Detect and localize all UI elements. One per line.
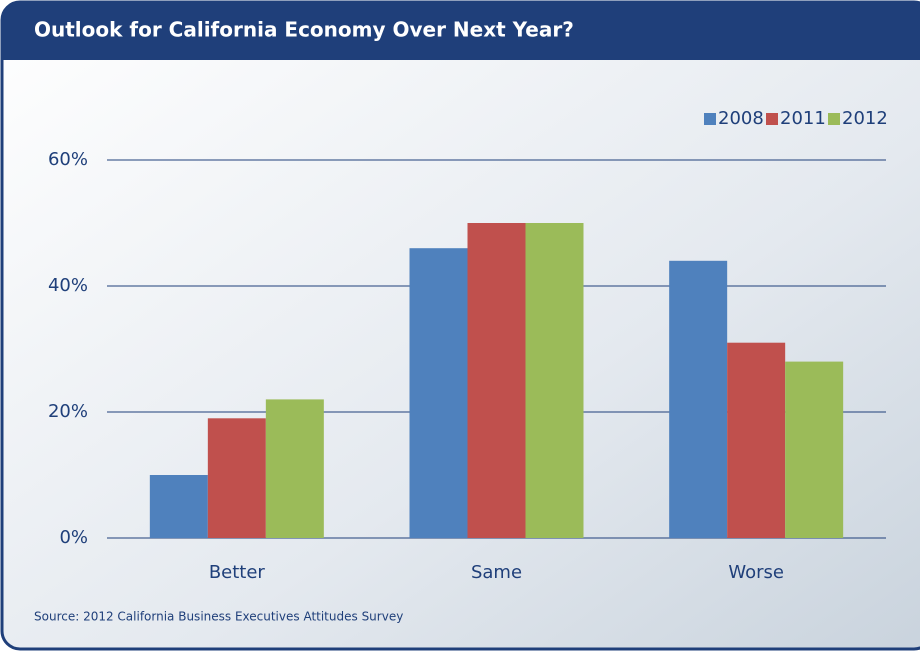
y-tick-label: 0% <box>59 527 88 548</box>
chart-title: Outlook for California Economy Over Next… <box>34 18 574 42</box>
bar <box>409 248 468 538</box>
title-bar <box>2 2 920 60</box>
x-tick-label: Same <box>471 562 522 583</box>
source-note: Source: 2012 California Business Executi… <box>34 610 403 624</box>
legend-label: 2011 <box>780 108 826 129</box>
legend-label: 2008 <box>718 108 764 129</box>
bar <box>207 418 266 538</box>
bar <box>727 342 786 538</box>
y-tick-label: 40% <box>48 275 88 296</box>
bar <box>669 260 728 538</box>
bar <box>785 361 844 538</box>
bar <box>525 223 584 538</box>
legend-swatch <box>828 113 840 125</box>
x-tick-label: Better <box>209 562 266 583</box>
legend-label: 2012 <box>842 108 888 129</box>
x-tick-label: Worse <box>728 562 784 583</box>
bar <box>265 399 324 538</box>
y-tick-label: 20% <box>48 401 88 422</box>
bar <box>149 475 208 538</box>
legend-swatch <box>766 113 778 125</box>
y-tick-label: 60% <box>48 149 88 170</box>
bar <box>467 223 526 538</box>
legend-swatch <box>704 113 716 125</box>
